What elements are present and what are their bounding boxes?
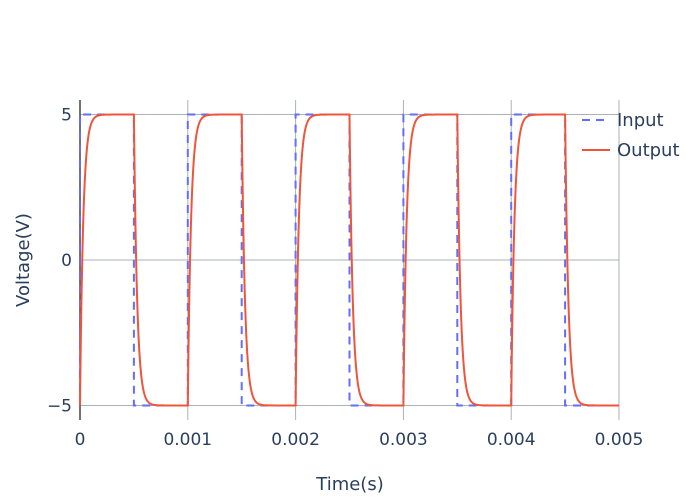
y-axis-title: Voltage(V) — [13, 213, 34, 307]
x-tick-label: 0.003 — [379, 430, 428, 450]
legend-label: Output — [617, 140, 680, 161]
x-tick-label: 0.004 — [487, 430, 536, 450]
x-tick-label: 0.002 — [271, 430, 320, 450]
y-tick-label: 0 — [61, 251, 72, 271]
x-tick-label: 0.005 — [595, 430, 644, 450]
y-tick-label: −5 — [47, 396, 72, 416]
legend: Input Output — [582, 110, 680, 161]
series-line-output — [79, 113, 619, 407]
series-layer — [79, 113, 619, 407]
axis-layer: 0 0.001 0.002 0.003 0.004 0.005−505 — [47, 106, 643, 450]
y-tick-label: 5 — [61, 106, 72, 126]
x-axis-title: Time(s) — [315, 474, 383, 495]
legend-label: Input — [617, 110, 664, 131]
x-tick-label: 0.001 — [163, 430, 212, 450]
x-tick-label: 0 — [75, 430, 86, 450]
